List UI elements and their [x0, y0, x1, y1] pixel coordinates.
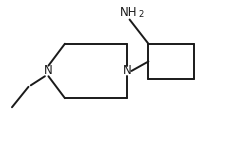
Text: NH: NH — [120, 6, 137, 19]
Text: N: N — [123, 65, 132, 77]
Text: N: N — [44, 65, 53, 77]
Text: 2: 2 — [139, 10, 144, 19]
